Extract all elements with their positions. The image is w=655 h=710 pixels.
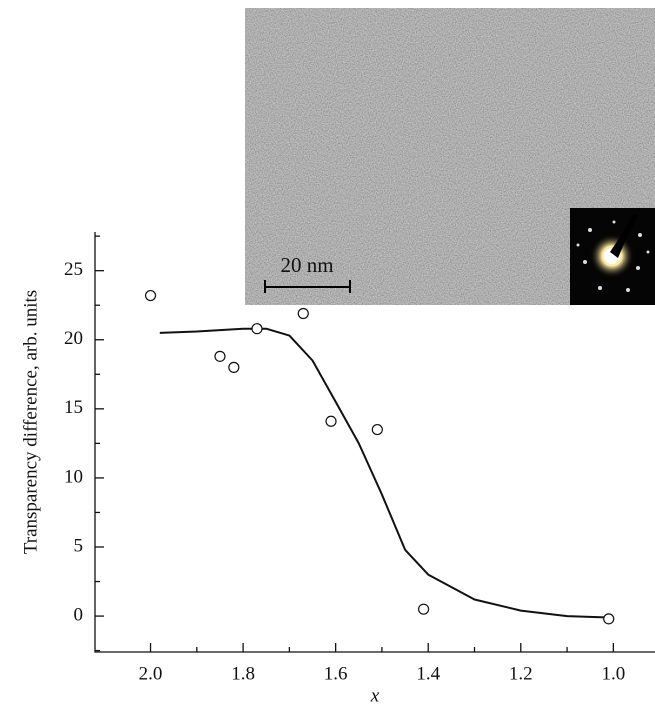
- tem-image: 20 nm: [245, 8, 655, 305]
- plot-area: 0 5 10 15 20 25 2.0 1.8 1.6 1.4 1.2 1.0 x Transparenc…: [20, 232, 655, 706]
- y-tick-label: 5: [74, 535, 84, 556]
- fit-curve: [159, 327, 609, 619]
- y-tick-label: 25: [64, 259, 83, 280]
- axes: [94, 232, 655, 653]
- data-point: [417, 603, 430, 615]
- y-tick-label: 20: [64, 328, 83, 349]
- x-tick-label: 2.0: [139, 663, 163, 684]
- data-point: [371, 423, 383, 436]
- x-axis-label: x: [370, 685, 380, 706]
- y-tick-label: 15: [64, 397, 83, 418]
- data-point: [214, 350, 226, 362]
- y-tick-label: 10: [64, 466, 83, 487]
- x-tick-label: 1.2: [509, 663, 533, 684]
- x-tick-label: 1.4: [416, 663, 440, 684]
- x-tick-label: 1.0: [601, 663, 625, 684]
- y-axis-label: Transparency difference, arb. units: [20, 290, 41, 554]
- x-tick-label: 1.8: [231, 663, 255, 684]
- data-point: [325, 415, 337, 427]
- scale-bar-label: 20 nm: [280, 253, 333, 277]
- x-tick-label: 1.6: [324, 663, 348, 684]
- data-point: [297, 307, 309, 320]
- data-point: [144, 289, 157, 302]
- data-point: [228, 361, 240, 373]
- data-point: [603, 613, 615, 625]
- diffraction-pattern: [570, 208, 655, 305]
- data-point: [251, 323, 263, 335]
- y-tick-label: 0: [74, 604, 84, 625]
